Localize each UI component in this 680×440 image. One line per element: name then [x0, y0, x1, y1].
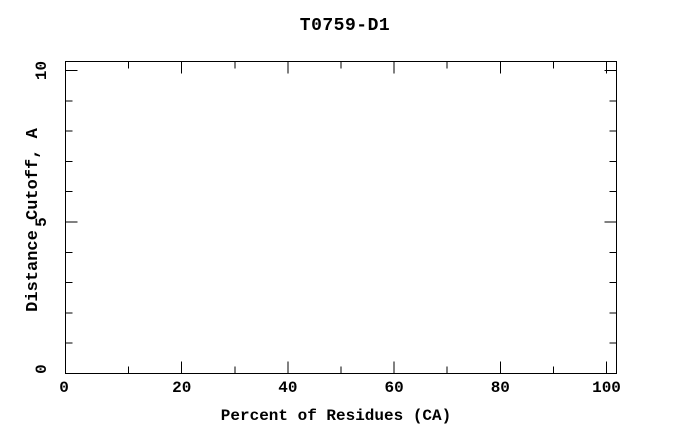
x-tick-label: 80 [491, 379, 510, 397]
y-axis-label: Distance Cutoff, A [24, 127, 43, 311]
plot-frame [65, 61, 617, 374]
x-tick-label: 60 [384, 379, 403, 397]
x-tick-label: 100 [592, 379, 621, 397]
y-tick-label: 5 [33, 217, 51, 227]
x-axis-label: Percent of Residues (CA) [221, 407, 451, 425]
plot-frame-group [65, 61, 617, 374]
chart-title: T0759-D1 [300, 16, 390, 36]
x-tick-label: 20 [172, 379, 191, 397]
y-tick-label: 0 [33, 364, 51, 374]
x-tick-label: 40 [278, 379, 297, 397]
y-tick-label: 10 [33, 61, 51, 80]
x-tick-label: 0 [59, 379, 69, 397]
tick-labels-group: 0 20 40 60 80 100 0 5 10 [33, 61, 621, 397]
